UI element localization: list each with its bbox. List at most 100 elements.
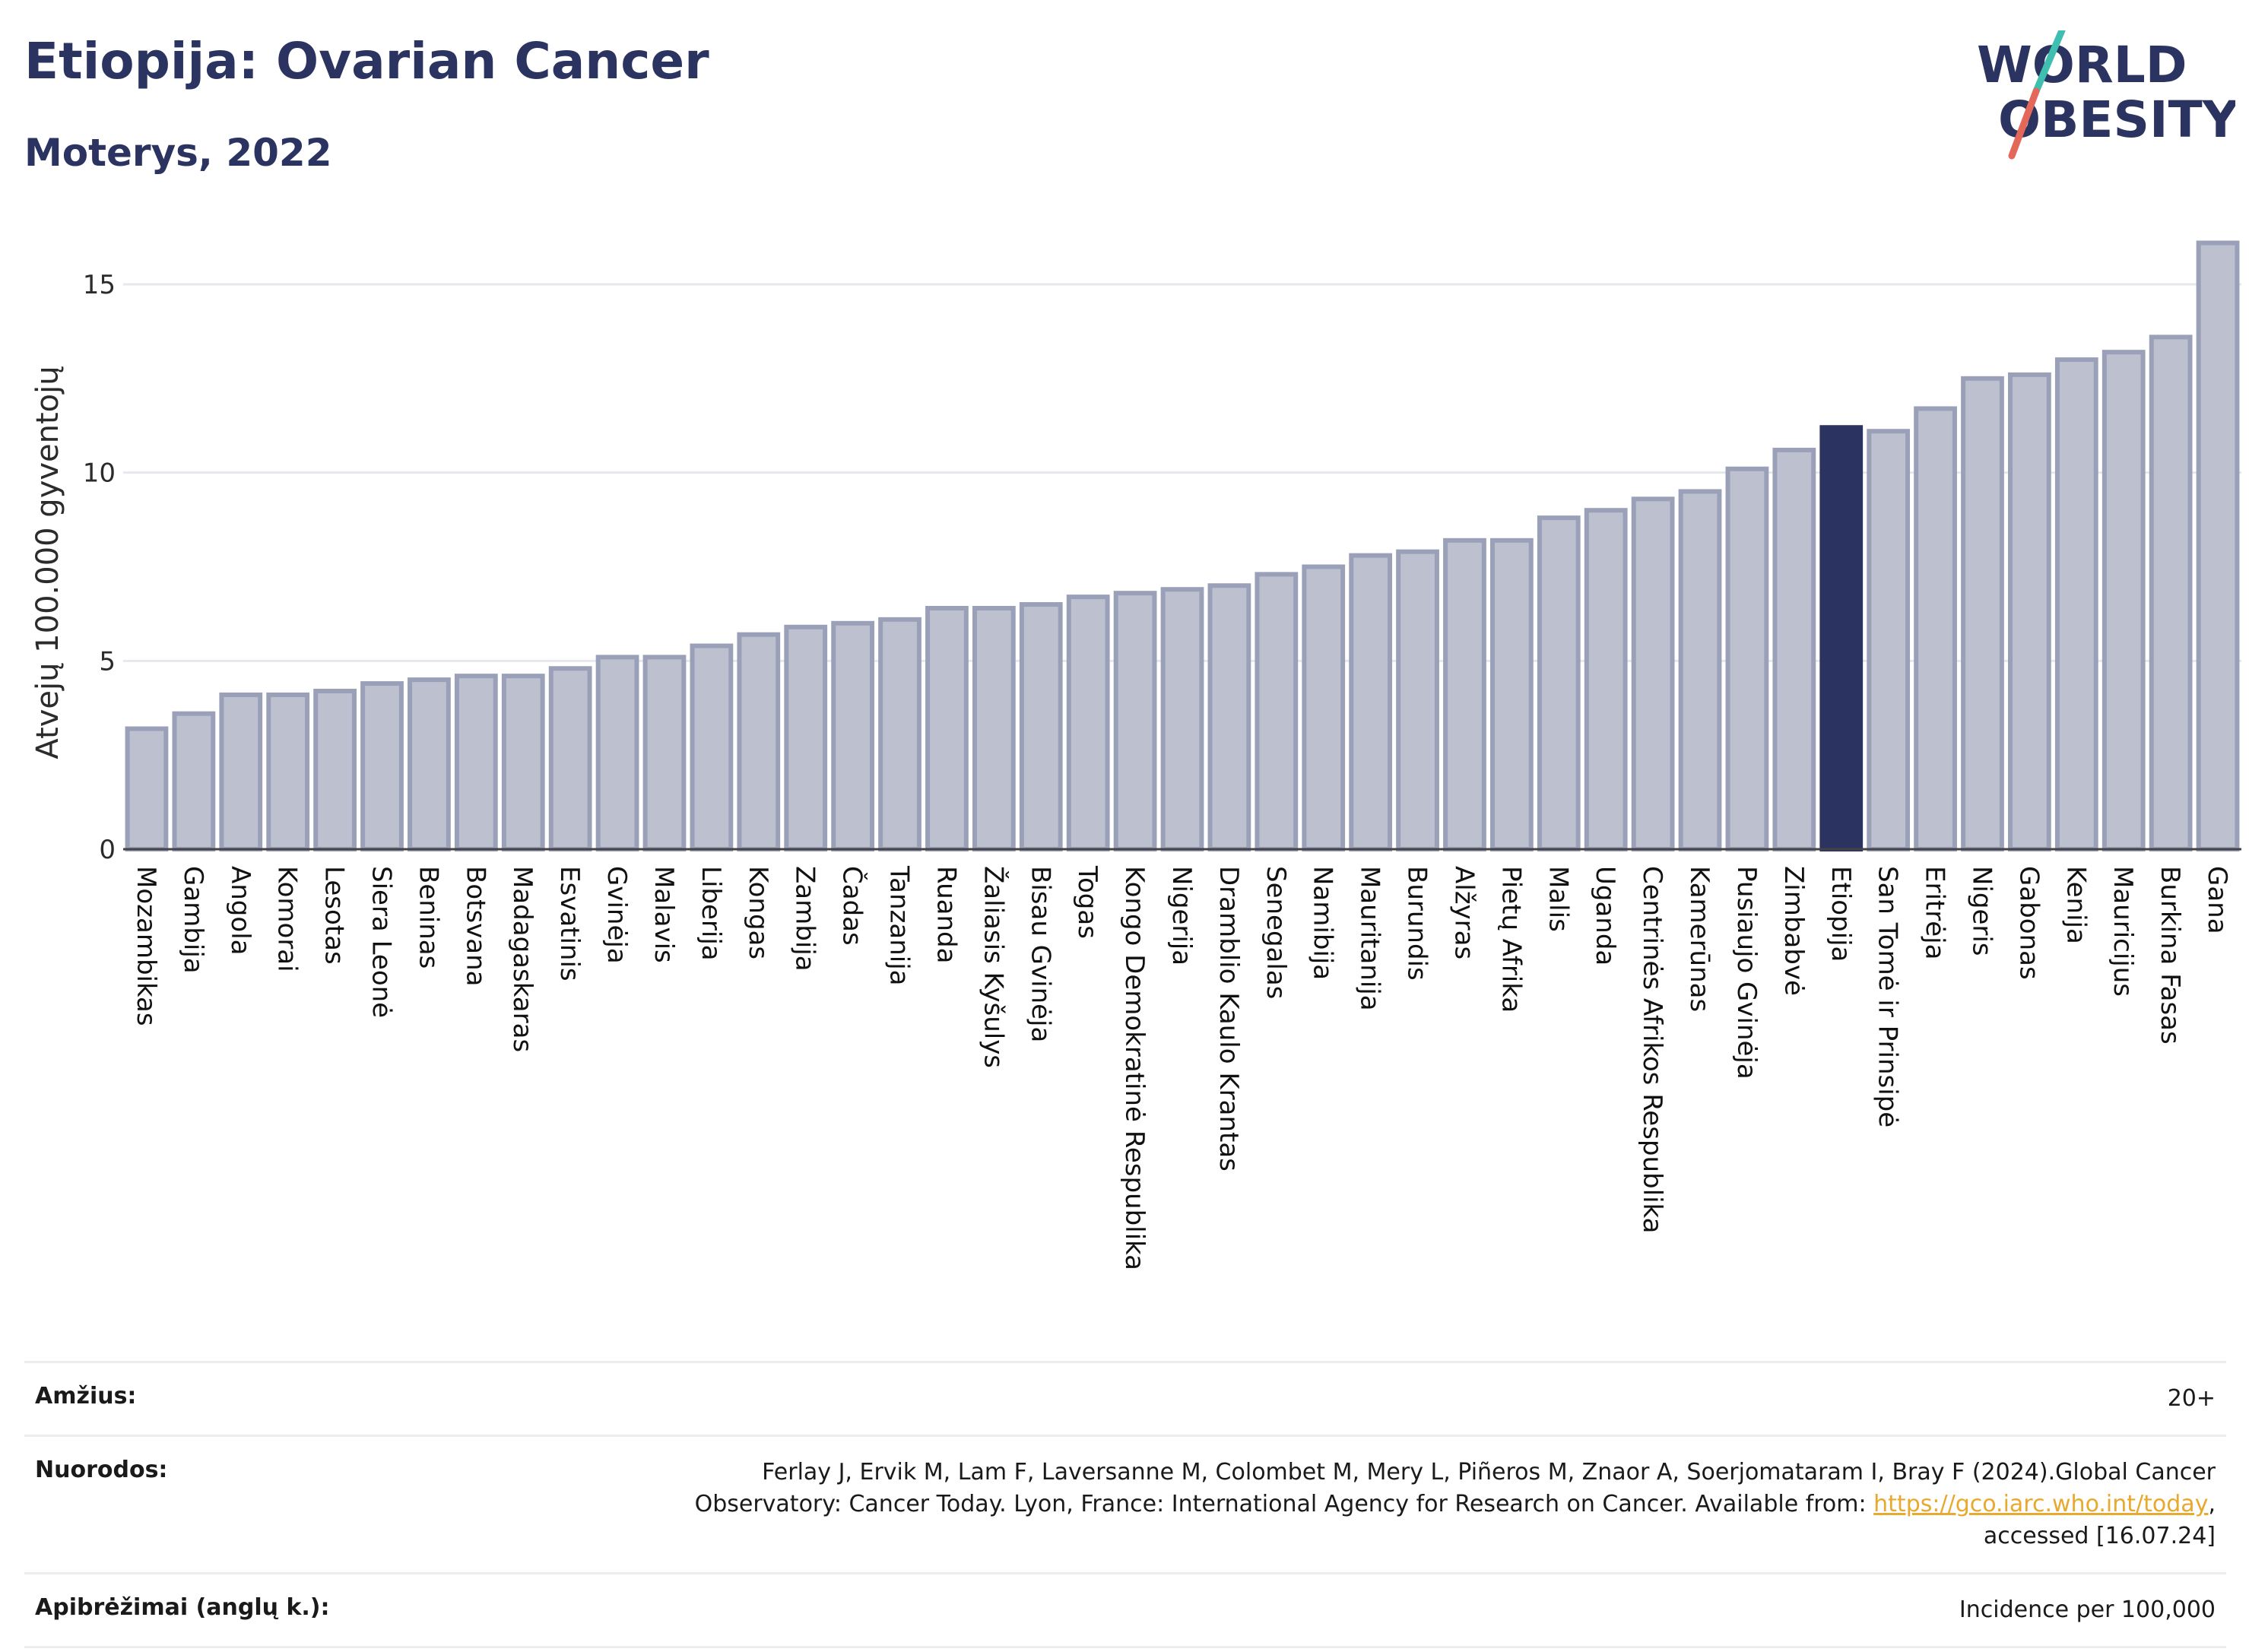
info-row-age: Amžius: 20+ — [24, 1361, 2226, 1435]
bar-9 — [548, 666, 592, 851]
references-text-4: accessed [16.07.24] — [1983, 1523, 2216, 1549]
y-axis-ticks: 0 5 10 15 — [83, 270, 116, 865]
x-tick-label: Kamerūnas — [1684, 866, 1715, 1012]
references-label: Nuorodos: — [35, 1457, 168, 1483]
bar-13 — [737, 632, 781, 851]
bar-35 — [1772, 447, 1816, 851]
x-tick-label: Burkina Fasas — [2155, 866, 2185, 1045]
y-tick-label: 0 — [99, 835, 116, 865]
x-tick-label: Gambija — [178, 866, 208, 974]
bar-30 — [1537, 515, 1581, 852]
info-row-definitions: Apibrėžimai (anglų k.): Incidence per 10… — [24, 1572, 2226, 1648]
bar-37 — [1867, 429, 1911, 851]
x-tick-label: Namibija — [1308, 866, 1338, 980]
bar-3 — [266, 692, 310, 851]
bar-6 — [408, 677, 451, 851]
bar-8 — [501, 674, 545, 851]
x-tick-label: Beninas — [413, 866, 443, 969]
bar-24 — [1255, 572, 1299, 851]
page-title: Etiopija: Ovarian Cancer — [24, 32, 709, 90]
x-tick-label: Liberija — [696, 866, 726, 961]
bar-41 — [2054, 357, 2098, 852]
page-subtitle: Moterys, 2022 — [24, 131, 332, 175]
x-tick-label: Burundis — [1402, 866, 1432, 981]
x-tick-label: Togas — [1072, 865, 1102, 939]
x-tick-label: Madagaskaras — [507, 866, 538, 1052]
definitions-label: Apibrėžimai (anglų k.): — [35, 1594, 330, 1621]
x-tick-label: Ruanda — [931, 866, 961, 963]
bar-28 — [1443, 537, 1486, 851]
bar-23 — [1207, 583, 1251, 851]
bar-15 — [831, 620, 875, 851]
bar-22 — [1160, 587, 1204, 851]
x-tick-label: Pusiaujo Gvinėja — [1731, 866, 1762, 1080]
y-tick-label: 15 — [83, 270, 116, 300]
x-tick-label: Gabonas — [2013, 866, 2044, 980]
definitions-value: Incidence per 100,000 — [1959, 1597, 2216, 1623]
bar-5 — [360, 681, 404, 852]
x-tick-label: Mauritanija — [1355, 866, 1385, 1011]
age-value: 20+ — [2167, 1385, 2216, 1412]
bar-14 — [784, 624, 828, 852]
x-tick-label: Dramblio Kaulo Krantas — [1213, 866, 1244, 1172]
references-text-3: , — [2208, 1491, 2216, 1517]
bar-43 — [2149, 335, 2193, 851]
x-tick-label: San Tomė ir Prinsipė — [1873, 866, 1903, 1127]
x-axis-ticks: Mozambikas Gambija Angola Komorai Lesotas Sie… — [131, 865, 2232, 1270]
x-tick-label: Malis — [1543, 866, 1573, 932]
bar-27 — [1396, 549, 1439, 851]
y-tick-label: 5 — [99, 646, 116, 677]
x-tick-label: Gana — [2202, 866, 2232, 934]
references-value: Ferlay J, Ervik M, Lam F, Laversanne M, … — [695, 1457, 2216, 1552]
age-label: Amžius: — [35, 1383, 137, 1409]
x-tick-label: Nigerija — [1166, 866, 1197, 966]
bar-11 — [642, 655, 687, 851]
x-tick-label: Komorai — [272, 866, 303, 972]
bar-4 — [313, 688, 357, 852]
x-tick-label: Žaliasis Kyšulys — [978, 866, 1009, 1068]
world-obesity-logo: WORLD OBESITY — [1977, 30, 2235, 160]
y-axis-label: Atvejų 100.000 gyventojų — [30, 366, 65, 759]
x-tick-label: Senegalas — [1261, 866, 1291, 999]
bar-42 — [2101, 350, 2146, 852]
x-tick-label: Pietų Afrika — [1496, 866, 1526, 1013]
bar-16 — [878, 617, 921, 851]
y-tick-label: 10 — [83, 458, 116, 489]
x-tick-label: Angola — [225, 866, 255, 955]
bar-33 — [1678, 489, 1722, 852]
bar-39 — [1961, 376, 2004, 852]
x-tick-label: Zimbabvė — [1778, 866, 1809, 996]
bar-31 — [1584, 508, 1628, 851]
bars — [123, 240, 2241, 852]
x-tick-label: Eritrėja — [1920, 866, 1950, 959]
x-tick-label: Kongo Demokratinė Respublika — [1119, 866, 1150, 1270]
x-tick-label: Botsvana — [460, 866, 490, 987]
logo-slash-teal — [2032, 30, 2066, 95]
bar-36 — [1819, 425, 1864, 851]
bar-2 — [219, 692, 263, 851]
info-row-references: Nuorodos: Ferlay J, Ervik M, Lam F, Lave… — [24, 1435, 2226, 1572]
x-tick-label: Kenija — [2060, 866, 2091, 944]
references-text-1: Ferlay J, Ervik M, Lam F, Laversanne M, … — [762, 1459, 2216, 1486]
bar-21 — [1113, 591, 1157, 851]
x-tick-label: Siera Leonė — [366, 866, 397, 1018]
references-text-2: Observatory: Cancer Today. Lyon, France:… — [694, 1491, 1874, 1517]
bar-38 — [1914, 406, 1957, 851]
info-table: Amžius: 20+ Nuorodos: Ferlay J, Ervik M,… — [24, 1361, 2226, 1648]
logo-text-world: WORLD — [1977, 36, 2187, 94]
x-tick-label: Mauricijus — [2108, 866, 2138, 997]
bar-17 — [925, 605, 969, 852]
bar-32 — [1631, 496, 1675, 852]
bar-chart: 0 5 10 15 Mozambikas Gambija Angola Komorai Les… — [30, 240, 2241, 1270]
references-link[interactable]: https://gco.iarc.who.int/today — [1873, 1491, 2209, 1517]
logo-text-obesity: OBESITY — [1998, 90, 2235, 149]
bar-26 — [1349, 553, 1393, 851]
bar-20 — [1066, 595, 1110, 851]
x-tick-label: Lesotas — [319, 866, 350, 965]
x-tick-label: Mozambikas — [131, 866, 161, 1026]
x-tick-label: Bisau Gvinėja — [1025, 866, 1055, 1042]
bar-44 — [2196, 240, 2240, 852]
x-tick-label: Centrinės Afrikos Respublika — [1637, 866, 1667, 1233]
x-tick-label: Zambija — [790, 866, 820, 972]
bar-12 — [690, 643, 734, 852]
